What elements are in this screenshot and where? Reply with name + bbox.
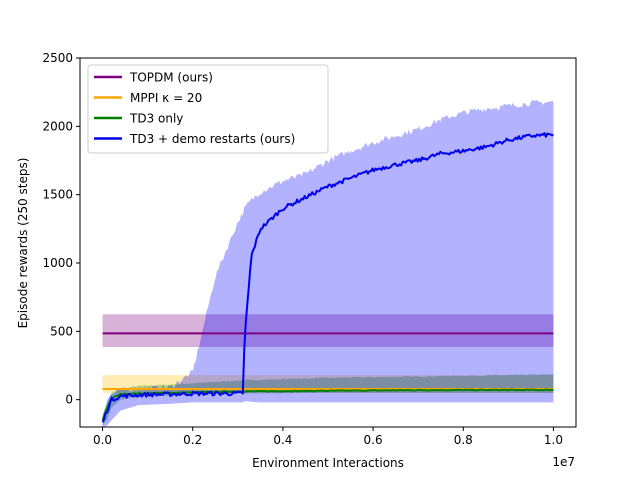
- series-line: [101, 388, 554, 421]
- series-line: [101, 132, 554, 423]
- x-tick-label: 1.0: [544, 433, 563, 447]
- x-tick-label: 0.6: [364, 433, 383, 447]
- y-tick-label: 1000: [42, 256, 73, 270]
- x-tick-label: 0.4: [273, 433, 292, 447]
- y-tick-label: 0: [65, 393, 73, 407]
- legend-box: [87, 64, 329, 154]
- legend-label: MPPI κ = 20: [130, 91, 202, 105]
- series-lines: [101, 132, 554, 423]
- legend-label: TOPDM (ours): [129, 71, 213, 85]
- y-tick-label: 2500: [42, 51, 73, 65]
- x-tick-label: 0.0: [93, 433, 112, 447]
- confidence-bands: [102, 100, 554, 427]
- confidence-band: [102, 100, 554, 427]
- axes: 0.0 0.2 0.4 0.6 0.8 1.0 0 500 1000 1500 2000 2500: [42, 51, 577, 447]
- legend-label: TD3 only: [129, 112, 183, 126]
- y-tick-label: 2000: [42, 119, 73, 133]
- confidence-band: [102, 373, 554, 426]
- x-tick-label: 0.8: [454, 433, 473, 447]
- plot-frame: [79, 57, 577, 428]
- y-tick-label: 500: [50, 324, 73, 338]
- legend: TOPDM (ours) MPPI κ = 20 TD3 only TD3 + dem…: [87, 64, 329, 154]
- legend-label: TD3 + demo restarts (ours): [129, 132, 295, 146]
- y-tick-label: 1500: [42, 188, 73, 202]
- confidence-band: [102, 314, 554, 348]
- x-tick-label: 0.2: [183, 433, 202, 447]
- x-axis-offset-label: 1e7: [552, 455, 575, 469]
- x-axis-label: Environment Interactions: [252, 456, 404, 470]
- y-axis-label: Episode rewards (250 steps): [16, 158, 30, 329]
